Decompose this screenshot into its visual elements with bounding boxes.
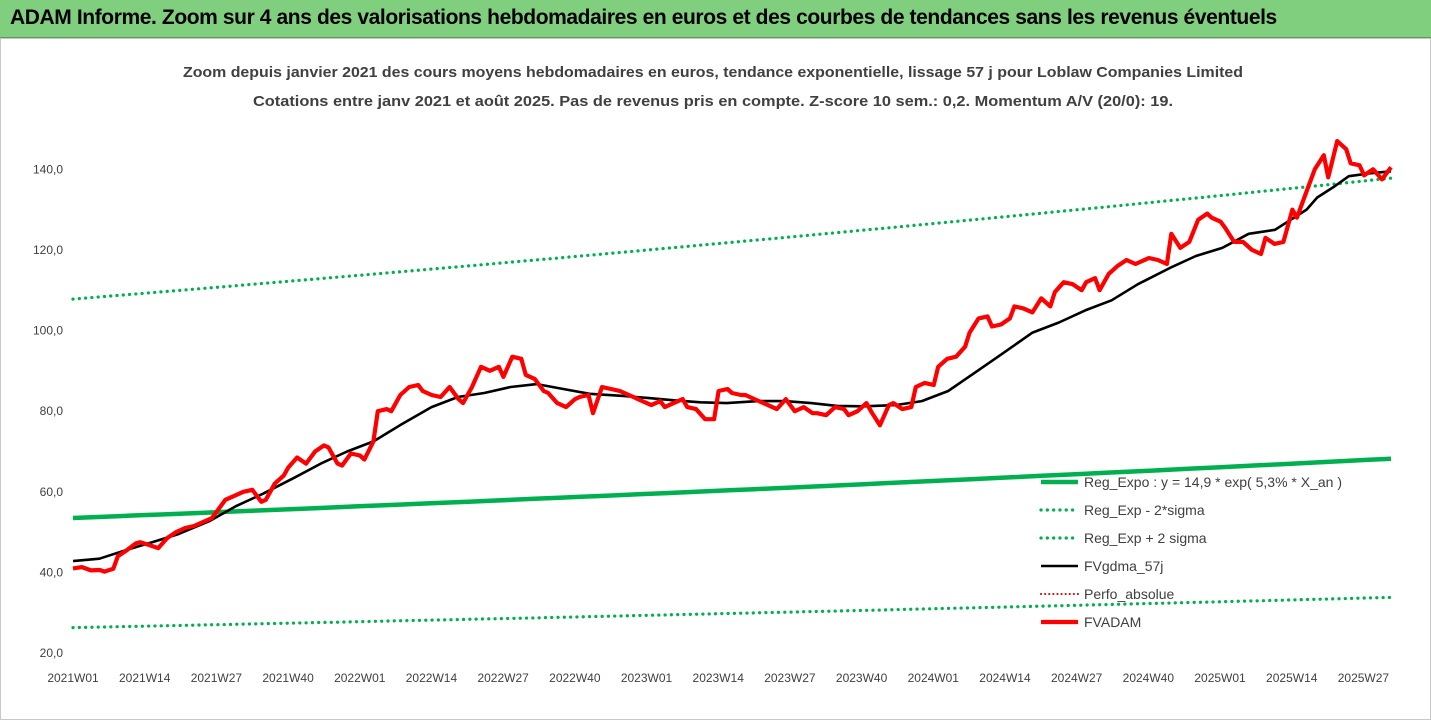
x-tick-label: 2023W14 bbox=[693, 671, 745, 685]
x-tick-label: 2022W14 bbox=[406, 671, 458, 685]
x-tick-label: 2025W14 bbox=[1266, 671, 1318, 685]
y-tick-label: 100,0 bbox=[33, 324, 63, 338]
legend-label: Reg_Exp + 2 sigma bbox=[1084, 530, 1207, 546]
x-axis: 2021W01 2021W14 2021W27 2021W40 2022W01 2022W… bbox=[47, 671, 1389, 685]
y-tick-label: 40,0 bbox=[40, 565, 64, 579]
legend: Reg_Expo : y = 14,9 * exp( 5,3% * X_an )… bbox=[1039, 474, 1342, 630]
series-fvadam-line bbox=[72, 139, 1393, 574]
line-chart: Zoom depuis janvier 2021 des cours moyen… bbox=[33, 64, 1393, 685]
chart-subtitle: Cotations entre janv 2021 et août 2025. … bbox=[253, 93, 1173, 110]
series-reg-plus-2sigma-line bbox=[71, 176, 1393, 301]
chart-title: Zoom depuis janvier 2021 des cours moyen… bbox=[183, 64, 1243, 81]
y-tick-label: 140,0 bbox=[33, 162, 63, 176]
legend-label: FVgdma_57j bbox=[1084, 558, 1163, 574]
y-tick-label: 20,0 bbox=[40, 646, 64, 660]
x-tick-label: 2024W14 bbox=[979, 671, 1031, 685]
x-tick-label: 2022W27 bbox=[477, 671, 529, 685]
series-reg-minus-2sigma-line bbox=[71, 595, 1393, 630]
y-tick-label: 60,0 bbox=[40, 485, 64, 499]
report-banner: ADAM Informe. Zoom sur 4 ans des valoris… bbox=[0, 0, 1431, 38]
x-tick-label: 2021W14 bbox=[119, 671, 171, 685]
chart-frame: Zoom depuis janvier 2021 des cours moyen… bbox=[0, 38, 1431, 720]
y-tick-label: 80,0 bbox=[40, 404, 64, 418]
x-tick-label: 2024W40 bbox=[1123, 671, 1175, 685]
x-tick-label: 2022W01 bbox=[334, 671, 386, 685]
plot-area bbox=[71, 139, 1393, 630]
x-tick-label: 2024W27 bbox=[1051, 671, 1103, 685]
series-reg-expo-line bbox=[72, 456, 1392, 521]
x-tick-label: 2021W01 bbox=[47, 671, 99, 685]
x-tick-label: 2021W40 bbox=[262, 671, 314, 685]
legend-label: Perfo_absolue bbox=[1084, 586, 1175, 602]
y-tick-label: 120,0 bbox=[33, 243, 63, 257]
x-tick-label: 2021W27 bbox=[191, 671, 243, 685]
x-tick-label: 2023W40 bbox=[836, 671, 888, 685]
x-tick-label: 2025W01 bbox=[1194, 671, 1246, 685]
x-tick-label: 2022W40 bbox=[549, 671, 601, 685]
legend-label: FVADAM bbox=[1084, 614, 1141, 630]
x-tick-label: 2024W01 bbox=[908, 671, 960, 685]
y-axis: 20,0 40,0 60,0 80,0 100,0 120,0 140,0 bbox=[33, 162, 63, 660]
legend-label: Reg_Exp - 2*sigma bbox=[1084, 502, 1205, 518]
legend-label: Reg_Expo : y = 14,9 * exp( 5,3% * X_an ) bbox=[1084, 474, 1342, 490]
report-banner-title: ADAM Informe. Zoom sur 4 ans des valoris… bbox=[10, 6, 1277, 29]
x-tick-label: 2023W27 bbox=[764, 671, 816, 685]
x-tick-label: 2023W01 bbox=[621, 671, 673, 685]
x-tick-label: 2025W27 bbox=[1338, 671, 1390, 685]
